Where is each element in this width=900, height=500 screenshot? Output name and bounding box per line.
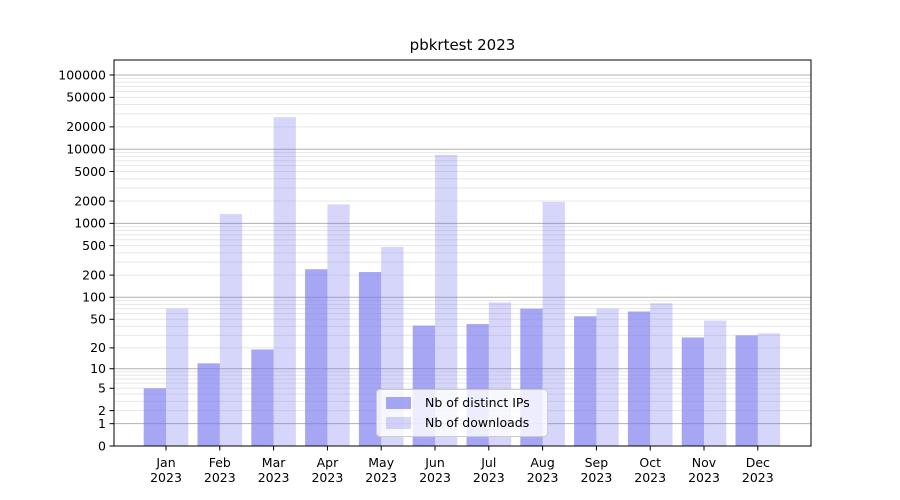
bar-downloads-jun <box>435 154 458 446</box>
bar-distinct-ips-feb <box>197 363 220 446</box>
x-tick-label-year: 2023 <box>204 470 236 485</box>
bar-downloads-sep <box>596 308 619 446</box>
y-tick-label: 1000 <box>74 216 106 231</box>
y-tick-label: 50000 <box>66 90 106 105</box>
x-tick-label-month: Sep <box>585 455 609 470</box>
y-tick-label: 10000 <box>66 141 106 156</box>
y-tick-label: 5000 <box>74 164 106 179</box>
y-tick-label: 10 <box>90 361 106 376</box>
x-tick-label-year: 2023 <box>258 470 290 485</box>
y-tick-label: 100 <box>82 290 106 305</box>
legend-label-downloads: Nb of downloads <box>425 414 530 430</box>
bar-distinct-ips-sep <box>574 316 597 446</box>
x-tick-label-year: 2023 <box>311 470 343 485</box>
y-tick-label: 50 <box>90 312 106 327</box>
legend-swatch-downloads-icon <box>386 416 411 429</box>
legend-swatch-distinct-ips-icon <box>386 397 411 410</box>
bar-distinct-ips-nov <box>681 337 704 446</box>
axes-spines <box>113 59 812 447</box>
bar-distinct-ips-dec <box>735 335 758 446</box>
x-tick-label-month: Apr <box>317 455 339 470</box>
x-tick-label-year: 2023 <box>150 470 182 485</box>
x-tick-label-year: 2023 <box>419 470 451 485</box>
y-tick-label: 1 <box>98 416 106 431</box>
bar-distinct-ips-may <box>358 272 382 446</box>
x-tick-label-month: Jul <box>480 455 496 470</box>
y-tick-label: 2000 <box>74 193 106 208</box>
bar-downloads-nov <box>704 320 727 446</box>
y-tick-label: 5 <box>98 381 106 396</box>
x-tick-label-year: 2023 <box>527 470 559 485</box>
bar-distinct-ips-oct <box>627 311 651 446</box>
x-tick-label-year: 2023 <box>742 470 774 485</box>
chart-title: pbkrtest 2023 <box>409 36 516 54</box>
y-tick-label: 500 <box>82 238 106 253</box>
x-tick-label-month: Dec <box>746 455 770 470</box>
legend-label-distinct-ips: Nb of distinct IPs <box>425 395 530 410</box>
y-tick-label: 20 <box>90 340 106 355</box>
x-tick-label-month: Nov <box>692 455 717 470</box>
y-tick-label: 0 <box>98 438 106 453</box>
x-tick-label-year: 2023 <box>688 470 720 485</box>
y-tick-label: 20000 <box>66 119 106 134</box>
x-tick-label-year: 2023 <box>634 470 666 485</box>
bar-distinct-ips-mar <box>251 349 274 446</box>
bar-downloads-mar <box>273 117 296 446</box>
x-tick-label-month: Jan <box>155 455 175 470</box>
x-tick-label-year: 2023 <box>473 470 505 485</box>
y-tick-label: 2 <box>98 403 106 418</box>
y-tick-label: 200 <box>82 267 106 282</box>
x-tick-label-month: May <box>368 455 394 470</box>
bar-distinct-ips-apr <box>305 269 328 446</box>
x-tick-label-year: 2023 <box>580 470 612 485</box>
y-tick-label: 100000 <box>58 67 106 82</box>
bar-downloads-feb <box>219 213 243 446</box>
x-tick-label-month: Mar <box>262 455 286 470</box>
legend-item-downloads: Nb of downloads <box>386 414 537 430</box>
bar-downloads-apr <box>327 204 350 446</box>
bar-downloads-jan <box>166 308 189 446</box>
bar-downloads-aug <box>542 201 565 446</box>
x-tick-label-month: Oct <box>639 455 661 470</box>
x-tick-label-month: Jun <box>424 455 445 470</box>
legend-item-distinct-ips: Nb of distinct IPs <box>386 395 537 410</box>
bar-distinct-ips-jan <box>143 388 166 446</box>
x-tick-label-year: 2023 <box>365 470 397 485</box>
bar-downloads-oct <box>650 303 673 446</box>
x-tick-label-month: Aug <box>530 455 554 470</box>
legend: Nb of distinct IPs Nb of downloads <box>376 389 548 437</box>
bar-downloads-dec <box>757 333 781 446</box>
x-tick-label-month: Feb <box>209 455 231 470</box>
